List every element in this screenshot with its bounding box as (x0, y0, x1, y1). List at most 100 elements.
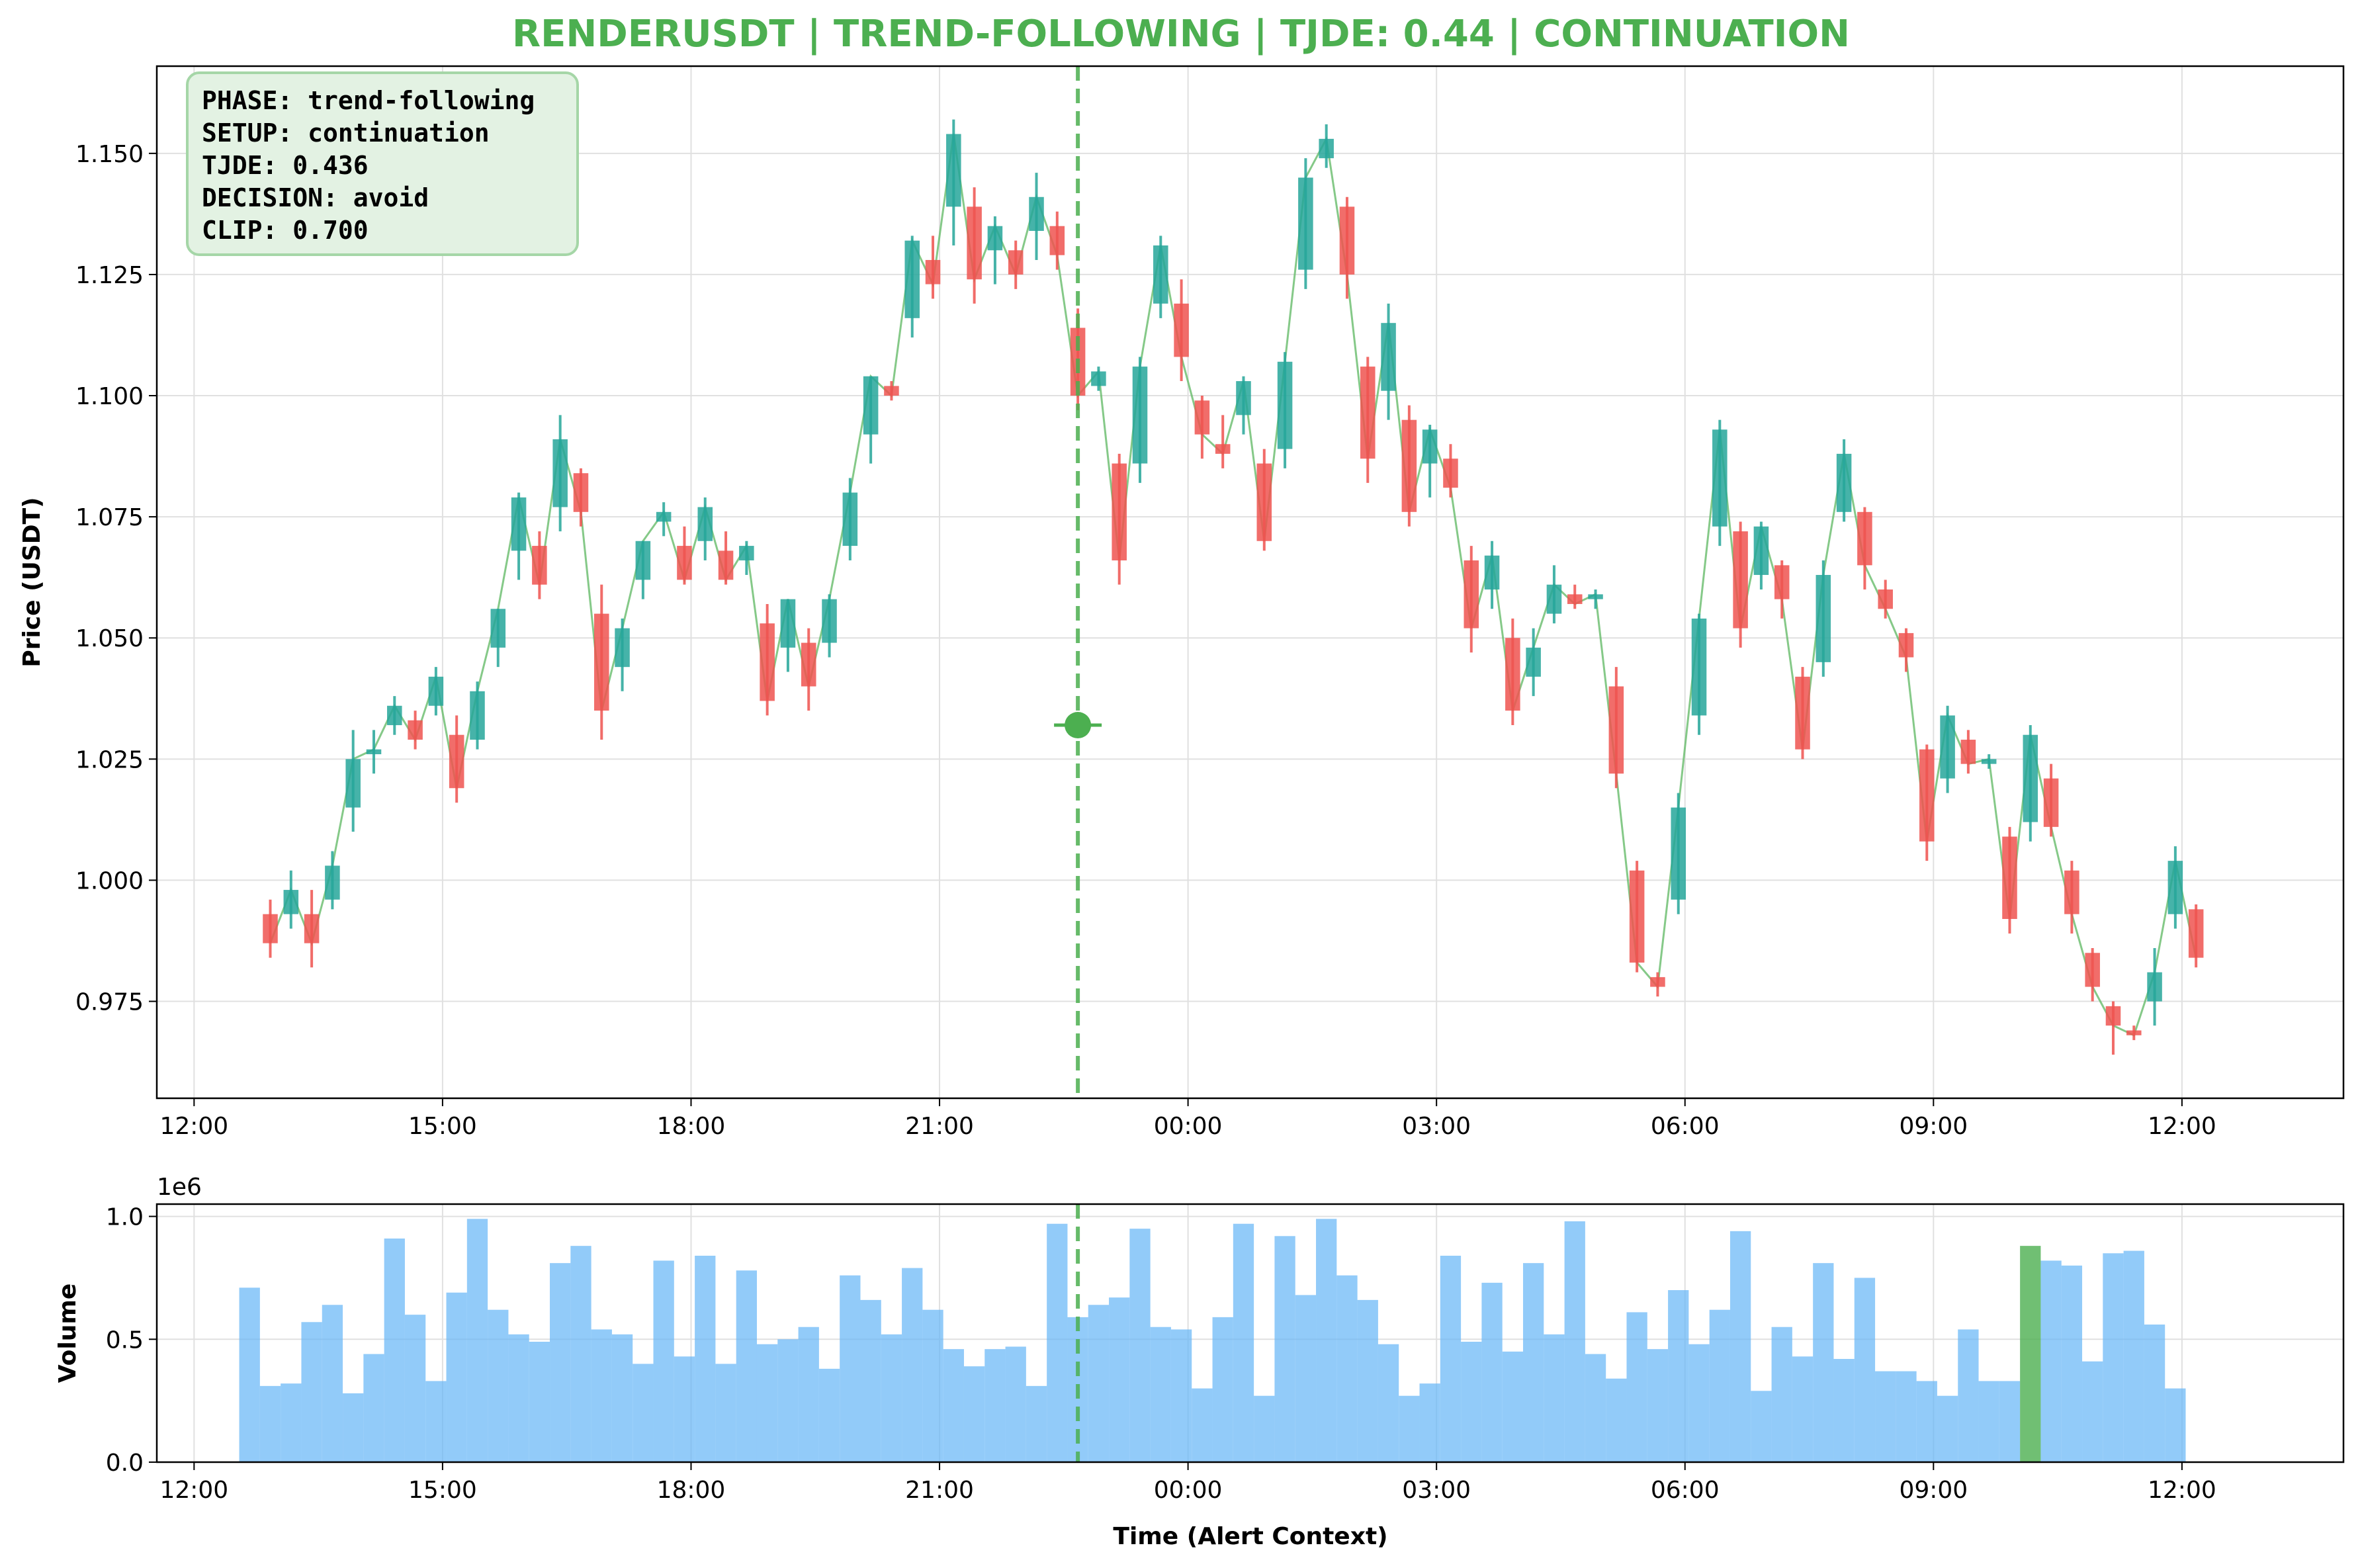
volume-bar (777, 1339, 799, 1462)
close-price-line (269, 134, 2197, 1037)
price-y-tick-label: 1.000 (75, 867, 144, 894)
price-x-tick-label: 00:00 (1154, 1113, 1223, 1140)
candle-body (1174, 303, 1189, 357)
price-x-ticks: 12:00 15:00 18:00 21:00 00:00 03:00 06:00 09:00… (159, 1098, 2216, 1140)
candle-body (1960, 740, 1976, 764)
volume-bar (1544, 1334, 1565, 1462)
candle-body (1153, 245, 1168, 304)
price-y-tick-label: 1.100 (75, 383, 144, 410)
candle-body (2064, 870, 2079, 914)
candle-body (1381, 323, 1396, 391)
price-y-tick-label: 1.025 (75, 746, 144, 773)
candle-body (1049, 226, 1065, 255)
volume-bar (363, 1354, 384, 1462)
volume-bar (1295, 1295, 1317, 1462)
candle-body (1298, 177, 1313, 270)
candle-body (2167, 861, 2183, 914)
volume-bar (1088, 1305, 1110, 1462)
candle-body (2126, 1030, 2142, 1035)
candle-body (325, 865, 340, 900)
candle-body (904, 240, 920, 318)
volume-bar (1647, 1349, 1669, 1462)
candle-body (2023, 734, 2038, 822)
candle-body (1940, 715, 1955, 779)
volume-bar (425, 1381, 447, 1462)
volume-bar (633, 1364, 654, 1462)
price-y-label: Price (USDT) (19, 497, 46, 667)
candle-body (511, 497, 527, 551)
volume-x-tick-label: 09:00 (1899, 1477, 1968, 1504)
candle-body (594, 613, 609, 711)
candle-body (718, 550, 734, 580)
volume-bar (1522, 1263, 1544, 1462)
candle-body (1029, 196, 1044, 232)
price-grid (157, 66, 2343, 1098)
volume-x-tick-label: 15:00 (408, 1477, 477, 1504)
price-y-tick-label: 1.075 (75, 504, 144, 531)
volume-bar (343, 1393, 364, 1462)
volume-bar (715, 1364, 736, 1462)
candle-body (1629, 870, 1645, 963)
price-x-tick-label: 09:00 (1899, 1113, 1968, 1140)
volume-bar (1150, 1327, 1171, 1462)
candle-body (863, 376, 879, 435)
info-setup: SETUP: continuation (202, 118, 490, 148)
candle-body (470, 691, 485, 740)
price-panel: 0.975 1.000 1.025 1.050 1.075 1.100 1.125 1.150… (19, 65, 2345, 1140)
volume-bar (674, 1356, 695, 1462)
alert-volume-bar (2020, 1246, 2041, 1462)
volume-bar (1005, 1346, 1026, 1462)
price-plot-frame (155, 65, 2345, 1100)
volume-bar (2082, 1361, 2103, 1462)
volume-bar (1170, 1329, 1192, 1462)
price-x-tick-label: 12:00 (2148, 1113, 2216, 1140)
candle-body (1671, 807, 1686, 900)
info-box-background (186, 71, 579, 256)
candle-body (1112, 463, 1127, 561)
candle-body (1836, 453, 1852, 512)
volume-bar (1026, 1385, 1047, 1462)
candle-body (987, 226, 1003, 251)
volume-exponent: 1e6 (157, 1174, 202, 1201)
volume-bar (1999, 1381, 2021, 1462)
candle-body (1132, 367, 1148, 464)
candle-body (822, 599, 837, 643)
volume-bar (943, 1349, 964, 1462)
volume-y-ticks: 0.0 0.5 1.0 (106, 1204, 157, 1477)
candle-body (780, 599, 796, 648)
volume-bar (1419, 1383, 1440, 1462)
price-y-tick-label: 1.050 (75, 625, 144, 652)
candle-body (1733, 531, 1748, 629)
volume-x-tick-label: 03:00 (1402, 1477, 1471, 1504)
candle-body (532, 546, 547, 585)
candle-body (1360, 367, 1376, 459)
candle-body (408, 720, 423, 740)
volume-bar (902, 1268, 923, 1462)
volume-bar (384, 1239, 405, 1462)
candle-body (573, 473, 589, 512)
volume-bar (1875, 1371, 1896, 1462)
candle-body (428, 676, 444, 706)
volume-y-tick-label: 0.0 (106, 1450, 144, 1477)
volume-bar (1585, 1354, 1606, 1462)
info-decision: DECISION: avoid (202, 183, 429, 212)
candle-body (2002, 836, 2017, 920)
price-y-tick-label: 0.975 (75, 989, 144, 1016)
candle-body (552, 439, 568, 507)
candle-body (801, 642, 816, 687)
volume-x-tick-label: 21:00 (905, 1477, 974, 1504)
candle-body (1546, 584, 1562, 614)
candle-body (1008, 250, 1024, 275)
volume-bar (550, 1263, 571, 1462)
candle-body (1256, 463, 1272, 541)
price-y-tick-label: 1.150 (75, 141, 144, 168)
volume-bar (259, 1385, 281, 1462)
volume-bar (529, 1342, 550, 1462)
candle-body (656, 511, 672, 522)
volume-bar (239, 1287, 260, 1462)
candle-body (1878, 589, 1893, 609)
alert-markers (1054, 66, 1102, 1098)
candle-body (1215, 444, 1231, 454)
volume-bar (404, 1315, 426, 1462)
candle-body (387, 705, 402, 726)
